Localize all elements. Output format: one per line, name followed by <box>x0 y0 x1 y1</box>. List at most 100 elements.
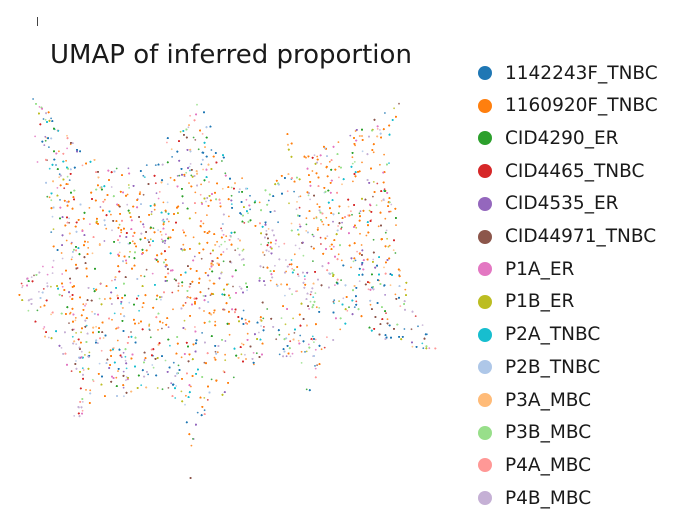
data-point <box>379 163 381 166</box>
data-point <box>141 306 144 309</box>
data-point <box>385 312 387 314</box>
data-point <box>125 379 127 382</box>
data-point <box>203 361 206 364</box>
data-point <box>312 235 315 238</box>
data-point <box>314 348 317 351</box>
data-point <box>365 234 368 237</box>
data-point <box>152 366 155 369</box>
data-point <box>352 180 354 183</box>
data-point <box>346 309 349 312</box>
data-point <box>150 210 153 213</box>
data-point <box>222 260 225 263</box>
data-point <box>148 325 151 327</box>
data-point <box>92 380 95 383</box>
data-point <box>203 310 205 312</box>
data-point <box>332 300 335 303</box>
data-point <box>176 175 179 177</box>
data-point <box>210 149 213 151</box>
data-point <box>81 164 84 167</box>
data-point <box>154 164 157 167</box>
data-point <box>98 362 101 365</box>
data-point <box>305 230 308 232</box>
data-point <box>302 254 305 257</box>
data-point <box>36 161 39 163</box>
data-point <box>417 325 419 328</box>
data-point <box>337 212 340 215</box>
data-point <box>314 365 316 367</box>
data-point <box>337 141 340 144</box>
data-point <box>111 318 113 321</box>
data-point <box>122 370 125 373</box>
data-point <box>196 411 199 414</box>
data-point <box>309 198 311 201</box>
data-point <box>388 244 391 247</box>
data-point <box>185 171 188 174</box>
data-point <box>305 350 308 353</box>
data-point <box>275 283 278 286</box>
data-point <box>161 321 164 324</box>
data-point <box>166 201 169 204</box>
data-point <box>177 364 180 367</box>
data-point <box>127 167 130 170</box>
data-point <box>160 238 163 241</box>
data-point <box>360 244 363 246</box>
data-point <box>347 205 350 208</box>
data-point <box>20 282 23 285</box>
data-point <box>171 156 174 158</box>
data-point <box>180 390 183 393</box>
data-point <box>329 245 331 248</box>
data-point <box>246 332 249 335</box>
data-point <box>325 216 328 219</box>
data-point <box>21 284 24 287</box>
data-point <box>226 248 228 250</box>
data-point <box>218 245 221 248</box>
data-point <box>44 118 47 121</box>
data-point <box>99 206 102 208</box>
data-point <box>297 273 299 276</box>
data-point <box>422 347 425 350</box>
data-point <box>89 389 92 392</box>
data-point <box>50 117 52 120</box>
data-point <box>297 195 300 198</box>
data-point <box>315 217 318 220</box>
data-point <box>350 266 352 269</box>
data-point <box>129 250 131 253</box>
data-point <box>149 336 152 339</box>
data-point <box>399 305 402 307</box>
data-point <box>47 336 50 339</box>
data-point <box>208 268 211 270</box>
data-point <box>137 322 140 325</box>
data-point <box>27 309 30 312</box>
data-point <box>61 257 64 260</box>
data-point <box>104 298 106 300</box>
data-point <box>300 362 303 364</box>
data-point <box>160 298 162 301</box>
data-point <box>87 247 90 249</box>
data-point <box>34 135 36 138</box>
data-point <box>182 202 184 205</box>
data-point <box>68 322 70 324</box>
data-point <box>285 355 288 358</box>
data-point <box>153 203 156 206</box>
data-point <box>303 275 306 278</box>
data-point <box>67 183 69 186</box>
data-point <box>389 210 392 213</box>
data-point <box>206 399 209 401</box>
data-point <box>143 275 146 278</box>
data-point <box>81 401 84 403</box>
data-point <box>111 229 113 232</box>
data-point <box>249 194 251 197</box>
data-point <box>384 294 386 296</box>
data-point <box>242 309 245 312</box>
data-point <box>63 187 66 190</box>
data-point <box>51 266 54 269</box>
data-point <box>388 210 390 213</box>
data-point <box>224 359 227 362</box>
data-point <box>111 279 113 282</box>
data-point <box>183 319 186 322</box>
data-point <box>305 156 307 159</box>
data-point <box>69 281 72 284</box>
data-point <box>172 308 174 311</box>
data-point <box>128 301 131 304</box>
